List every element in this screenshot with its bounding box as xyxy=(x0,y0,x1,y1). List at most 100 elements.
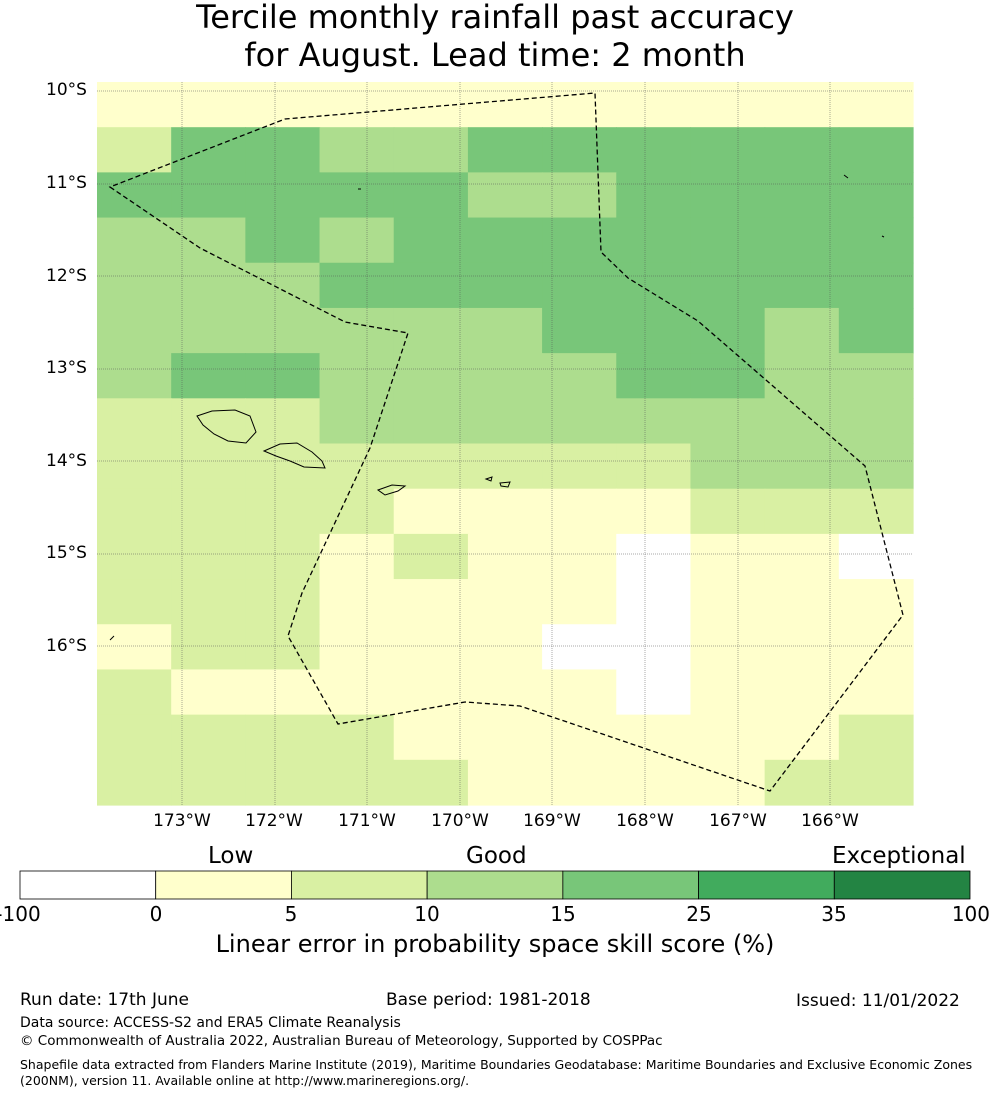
colorbar-segment xyxy=(562,870,699,900)
grid-cell xyxy=(838,398,914,445)
grid-cell xyxy=(97,398,172,445)
grid-cell xyxy=(690,307,766,354)
grid-cell xyxy=(616,262,692,309)
grid-cell xyxy=(467,172,543,219)
grid-cell xyxy=(171,82,246,128)
grid-cell xyxy=(764,624,840,671)
grid-cell xyxy=(616,488,692,535)
grid-cell xyxy=(690,759,766,806)
grid-cell xyxy=(542,307,617,354)
grid-cell xyxy=(245,353,321,399)
grid-cell xyxy=(467,624,543,671)
colorbar-category-low: Low xyxy=(208,843,254,869)
grid-cell xyxy=(690,443,766,490)
grid-cell xyxy=(467,488,543,535)
grid-cell xyxy=(171,127,246,173)
grid-cell xyxy=(97,669,172,716)
grid-cell xyxy=(838,353,914,399)
tokelau-atoll xyxy=(843,174,849,179)
grid-cell xyxy=(764,488,840,535)
grid-cell xyxy=(97,759,172,806)
grid-cell xyxy=(690,579,766,625)
wallis-island xyxy=(109,635,115,641)
eez-boundary xyxy=(108,92,904,792)
grid-cell xyxy=(542,714,617,761)
grid-cell xyxy=(171,353,246,399)
colorbar-tick-5: 5 xyxy=(284,902,298,926)
grid-cell xyxy=(245,127,321,173)
grid-cell xyxy=(393,262,469,309)
grid-cell xyxy=(319,488,395,535)
grid-cell xyxy=(838,669,914,716)
lat-label-10s: 10°S xyxy=(46,80,87,100)
grid-cell xyxy=(97,172,172,219)
grid-cell xyxy=(616,398,692,445)
grid-cell xyxy=(393,217,469,264)
grid-cell xyxy=(319,669,395,716)
tokelau-islet xyxy=(881,235,885,238)
grid-cell xyxy=(171,669,246,716)
grid-cell xyxy=(245,624,321,671)
grid-cell xyxy=(616,669,692,716)
grid-cell xyxy=(690,82,766,128)
grid-cell xyxy=(393,398,469,445)
colorbar-tick-10: 10 xyxy=(414,902,440,926)
lon-label-168w: 168°W xyxy=(616,811,674,831)
grid-cell xyxy=(467,262,543,309)
grid-cell xyxy=(319,127,395,173)
grid-cell xyxy=(542,759,617,806)
lon-label-167w: 167°W xyxy=(709,811,767,831)
colorbar-tick-0: 0 xyxy=(149,902,163,926)
grid-cell xyxy=(97,217,172,264)
grid-cell xyxy=(393,82,469,128)
grid-cell xyxy=(838,217,914,264)
grid-cell xyxy=(542,488,617,535)
grid-cell xyxy=(97,624,172,671)
colorbar-segment xyxy=(291,870,428,900)
grid-cell xyxy=(616,82,692,128)
grid-cell xyxy=(393,307,469,354)
grid-cell xyxy=(838,307,914,354)
shapefile-credit-line-2: (200NM), version 11. Available online at… xyxy=(20,1073,470,1088)
grid-cell xyxy=(542,127,617,173)
grid-cell xyxy=(319,759,395,806)
grid-cell xyxy=(319,398,395,445)
grid-cell xyxy=(764,262,840,309)
issued-date: Issued: 11/01/2022 xyxy=(796,991,960,1011)
grid-cell xyxy=(97,262,172,309)
grid-cell xyxy=(467,398,543,445)
grid-cell xyxy=(319,217,395,264)
lon-label-172w: 172°W xyxy=(245,811,303,831)
grid-cell xyxy=(171,624,246,671)
grid-cell xyxy=(764,127,840,173)
colorbar-segment xyxy=(833,870,971,900)
grid-cell xyxy=(616,307,692,354)
grid-cell xyxy=(393,488,469,535)
grid-cell xyxy=(319,353,395,399)
ofu-island xyxy=(484,476,493,482)
grid-cell xyxy=(467,579,543,625)
grid-cell xyxy=(97,488,172,535)
grid-cell xyxy=(764,398,840,445)
grid-cell xyxy=(467,127,543,173)
grid-cell xyxy=(690,714,766,761)
grid-cell xyxy=(542,579,617,625)
grid-cell xyxy=(690,217,766,264)
grid-cell xyxy=(690,262,766,309)
grid-cell xyxy=(838,82,914,128)
lon-label-171w: 171°W xyxy=(338,811,396,831)
colorbar-segment xyxy=(698,870,835,900)
grid-cell xyxy=(245,307,321,354)
grid-cell xyxy=(467,533,543,580)
grid-cell xyxy=(97,714,172,761)
grid-cell xyxy=(171,307,246,354)
lat-label-13s: 13°S xyxy=(46,358,87,378)
grid-cell xyxy=(542,533,617,580)
grid-cell xyxy=(542,353,617,399)
savaii-island xyxy=(196,409,257,444)
grid-cell xyxy=(838,714,914,761)
grid-cell xyxy=(245,669,321,716)
map-title-line-2: for August. Lead time: 2 month xyxy=(244,36,746,74)
grid-cell xyxy=(171,398,246,445)
grid-cell xyxy=(171,262,246,309)
